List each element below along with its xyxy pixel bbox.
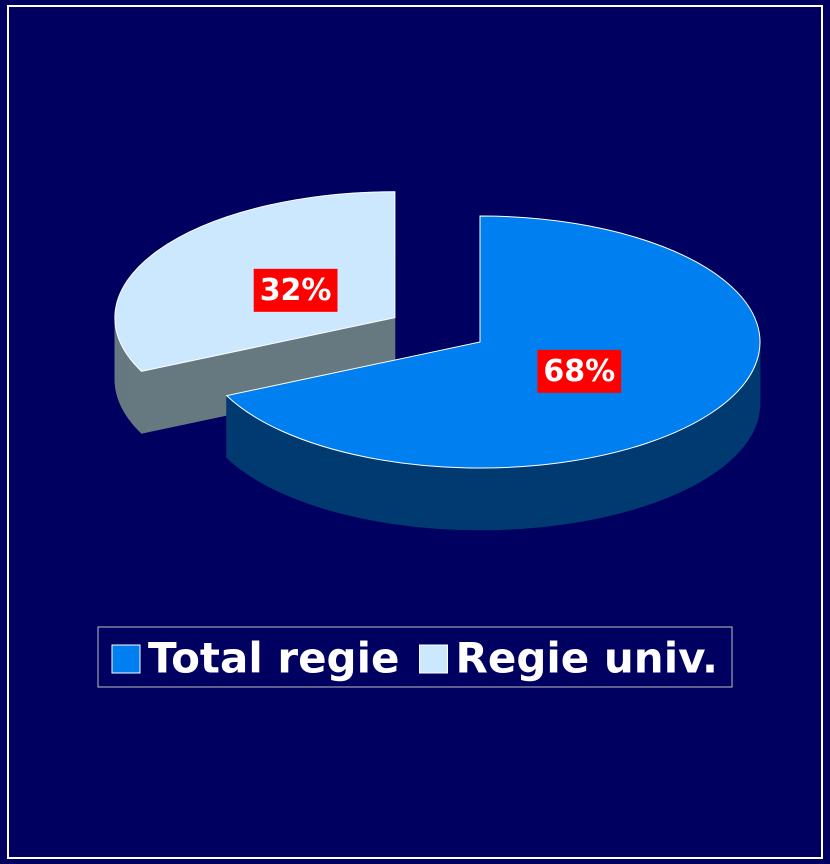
- slice-side: [747, 371, 752, 443]
- slice-side: [447, 466, 463, 531]
- slice-side: [606, 450, 621, 517]
- slice-side: [632, 443, 646, 510]
- data-label-box: [537, 349, 622, 393]
- data-label-box: [253, 268, 338, 312]
- slice-side: [565, 459, 581, 525]
- slice-side: [233, 401, 242, 471]
- slice-side: [310, 441, 323, 509]
- legend-swatch: [419, 644, 449, 674]
- slice-side: [132, 361, 137, 429]
- slice: [225, 215, 761, 469]
- slice-side: [723, 397, 732, 467]
- slice-side: [135, 364, 139, 432]
- slice-side: [698, 414, 709, 483]
- data-label: 32%: [260, 273, 332, 308]
- slice-side: [266, 423, 278, 492]
- slice-side: [389, 460, 404, 526]
- legend-label: Regie univ.: [456, 634, 719, 683]
- slice-side: [226, 394, 234, 465]
- slice-side: [536, 463, 552, 528]
- slice-side: [403, 462, 419, 528]
- legend: Total regie Regie univ.: [97, 626, 733, 688]
- slice-side: [737, 384, 744, 455]
- legend-swatch: [111, 644, 141, 674]
- slice-side: [240, 406, 250, 476]
- slice-side: [668, 430, 680, 498]
- slice-side: [126, 352, 129, 420]
- slice-3d: [225, 215, 761, 531]
- slice-side: [579, 456, 594, 523]
- slice-side: [361, 455, 376, 522]
- slice-side: [619, 447, 634, 514]
- slice-side: [287, 433, 300, 501]
- slice-side: [754, 359, 758, 429]
- slice-side: [656, 434, 669, 503]
- slice-side: [322, 445, 336, 513]
- slice-side: [374, 458, 390, 524]
- slice-side: [742, 378, 748, 449]
- slice-side: [751, 365, 756, 435]
- slice-side: [730, 390, 738, 461]
- slice-side: [334, 449, 349, 516]
- slice-side: [417, 464, 434, 529]
- slice-side: [477, 467, 493, 531]
- slice-side: [492, 467, 508, 531]
- slice-side: [689, 419, 700, 489]
- slice-side: [257, 418, 268, 487]
- slice-side: [551, 461, 566, 527]
- slice-side: [347, 452, 362, 519]
- slice-side: [506, 466, 523, 530]
- slice-side: [298, 437, 311, 505]
- data-label: 68%: [543, 354, 615, 389]
- slice-side: [593, 453, 608, 520]
- slice-side: [707, 408, 717, 478]
- slice-side: [276, 428, 288, 497]
- slice-side: [678, 425, 690, 494]
- slice-side: [521, 465, 538, 529]
- slice-side: [432, 465, 448, 530]
- slice-side: [644, 439, 658, 507]
- slice-side: [716, 403, 725, 473]
- slice-side: [138, 367, 142, 435]
- legend-label: Total regie: [148, 634, 400, 683]
- slice-side: [248, 412, 258, 482]
- slice-side: [462, 467, 478, 531]
- legend-frame: [97, 626, 733, 688]
- slice-side: [130, 358, 134, 426]
- slice-side: [128, 355, 132, 423]
